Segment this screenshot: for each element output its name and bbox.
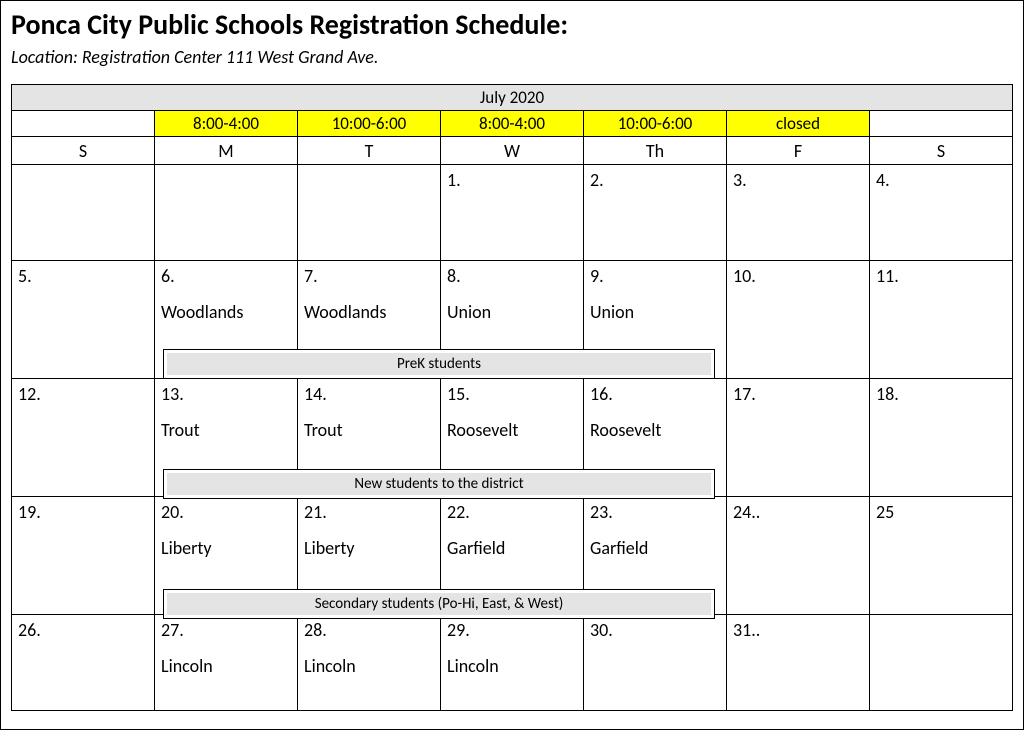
day-number: 30. — [590, 619, 720, 641]
day-number: 12. — [18, 383, 148, 405]
day-number: 14. — [304, 383, 434, 405]
day-number: 29. — [447, 619, 577, 641]
day-cell — [298, 165, 441, 261]
day-number: 22. — [447, 501, 577, 523]
dow-cell: S — [12, 137, 155, 165]
month-header: July 2020 — [12, 85, 1013, 111]
day-number: 10. — [733, 265, 863, 287]
day-number: 8. — [447, 265, 577, 287]
school-name: Union — [590, 301, 720, 323]
day-cell: 29. Lincoln — [441, 615, 584, 711]
day-cell: 3. — [727, 165, 870, 261]
school-name: Liberty — [161, 537, 291, 559]
dow-cell: T — [298, 137, 441, 165]
day-number: 6. — [161, 265, 291, 287]
school-name: Liberty — [304, 537, 434, 559]
school-name: Lincoln — [447, 655, 577, 677]
day-number: 26. — [18, 619, 148, 641]
school-name: Union — [447, 301, 577, 323]
school-name: Woodlands — [304, 301, 434, 323]
day-cell: 11. — [870, 261, 1013, 379]
day-number: 31.. — [733, 619, 863, 641]
document-page: Ponca City Public Schools Registration S… — [0, 0, 1024, 730]
day-cell: 1. — [441, 165, 584, 261]
day-number: 17. — [733, 383, 863, 405]
day-number: 2. — [590, 169, 720, 191]
time-cell: closed — [727, 111, 870, 137]
day-number: 21. — [304, 501, 434, 523]
day-cell: 17. — [727, 379, 870, 497]
day-cell: 5. — [12, 261, 155, 379]
day-cell: 30. — [584, 615, 727, 711]
school-name: Roosevelt — [590, 419, 720, 441]
day-number: 19. — [18, 501, 148, 523]
day-number: 27. — [161, 619, 291, 641]
event-banner-label: New students to the district — [167, 473, 711, 495]
day-cell: 24.. — [727, 497, 870, 615]
day-number: 24.. — [733, 501, 863, 523]
day-number: 13. — [161, 383, 291, 405]
day-cell — [155, 165, 298, 261]
event-banner: New students to the district — [163, 469, 715, 499]
day-number: 11. — [876, 265, 1006, 287]
time-row: 8:00-4:0010:00-6:008:00-4:0010:00-6:00cl… — [12, 111, 1013, 137]
day-number: 1. — [447, 169, 577, 191]
day-number: 5. — [18, 265, 148, 287]
time-cell: 10:00-6:00 — [298, 111, 441, 137]
dow-cell: F — [727, 137, 870, 165]
event-banner: Secondary students (Po-Hi, East, & West) — [163, 589, 715, 619]
day-cell: 28. Lincoln — [298, 615, 441, 711]
day-cell: 25 — [870, 497, 1013, 615]
school-name: Lincoln — [304, 655, 434, 677]
dow-row: SMTWThFS — [12, 137, 1013, 165]
time-cell — [12, 111, 155, 137]
page-title: Ponca City Public Schools Registration S… — [11, 7, 1013, 42]
dow-cell: M — [155, 137, 298, 165]
event-banner: PreK students — [163, 349, 715, 379]
time-cell: 8:00-4:00 — [155, 111, 298, 137]
day-number: 9. — [590, 265, 720, 287]
day-number: 3. — [733, 169, 863, 191]
day-number: 25 — [876, 501, 1006, 523]
time-cell — [870, 111, 1013, 137]
day-number: 18. — [876, 383, 1006, 405]
week-row: 1. 2. 3. 4. — [12, 165, 1013, 261]
day-cell: 12. — [12, 379, 155, 497]
school-name: Lincoln — [161, 655, 291, 677]
day-number: 15. — [447, 383, 577, 405]
day-cell: 4. — [870, 165, 1013, 261]
day-cell: 2. — [584, 165, 727, 261]
day-cell: 26. — [12, 615, 155, 711]
dow-cell: W — [441, 137, 584, 165]
day-cell: 19. — [12, 497, 155, 615]
day-cell: 10. — [727, 261, 870, 379]
day-number: 28. — [304, 619, 434, 641]
dow-cell: S — [870, 137, 1013, 165]
school-name: Garfield — [447, 537, 577, 559]
school-name: Roosevelt — [447, 419, 577, 441]
day-cell — [870, 615, 1013, 711]
day-number: 23. — [590, 501, 720, 523]
week-row: 26. 27. Lincoln 28. Lincoln 29. Lincoln 30. 31.. — [12, 615, 1013, 711]
day-cell: 27. Lincoln — [155, 615, 298, 711]
day-cell: 31.. — [727, 615, 870, 711]
day-number: 7. — [304, 265, 434, 287]
day-cell — [12, 165, 155, 261]
dow-cell: Th — [584, 137, 727, 165]
school-name: Trout — [161, 419, 291, 441]
school-name: Woodlands — [161, 301, 291, 323]
day-cell: 18. — [870, 379, 1013, 497]
day-number: 16. — [590, 383, 720, 405]
school-name: Garfield — [590, 537, 720, 559]
time-cell: 8:00-4:00 — [441, 111, 584, 137]
day-number: 4. — [876, 169, 1006, 191]
event-banner-label: PreK students — [167, 353, 711, 375]
day-number: 20. — [161, 501, 291, 523]
event-banner-label: Secondary students (Po-Hi, East, & West) — [167, 593, 711, 615]
time-cell: 10:00-6:00 — [584, 111, 727, 137]
location-line: Location: Registration Center 111 West G… — [11, 46, 1013, 68]
school-name: Trout — [304, 419, 434, 441]
